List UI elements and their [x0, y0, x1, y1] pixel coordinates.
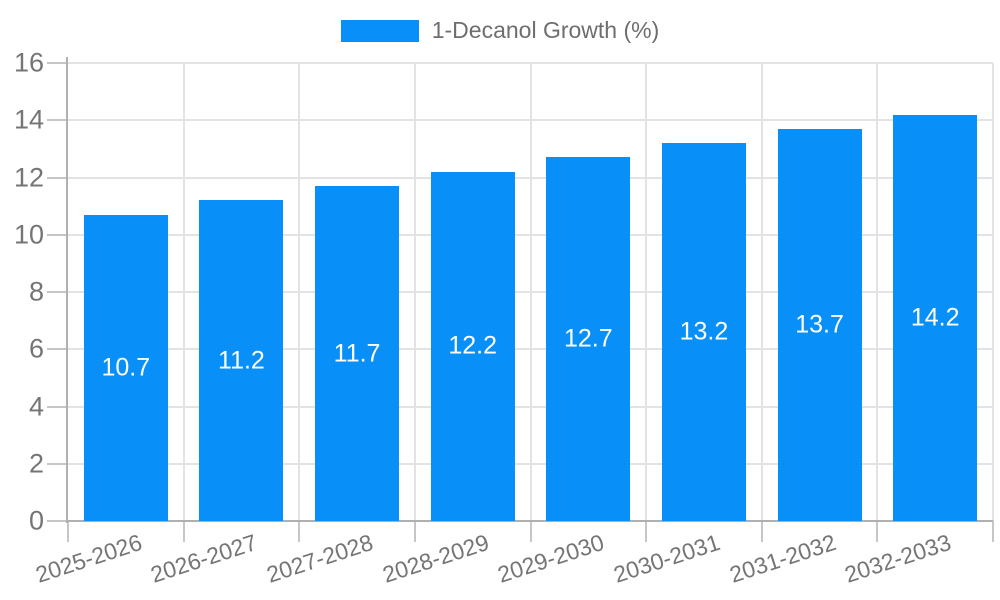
- bar[interactable]: [546, 157, 631, 521]
- y-axis-tick-label: 14: [13, 104, 44, 135]
- x-axis-tick: [182, 521, 185, 542]
- y-axis-tick-label: 4: [28, 391, 44, 421]
- x-axis-tick-label: 2030-2031: [610, 529, 723, 588]
- x-gridline: [876, 63, 879, 521]
- x-axis-tick-label: 2028-2029: [379, 529, 492, 588]
- bar[interactable]: [893, 114, 978, 521]
- x-gridline: [992, 63, 994, 521]
- x-axis-tick-label: 2029-2030: [494, 529, 608, 588]
- x-axis-tick: [645, 521, 648, 542]
- legend[interactable]: 1-Decanol Growth (%): [0, 17, 1000, 44]
- bar[interactable]: [83, 214, 168, 521]
- x-gridline: [298, 63, 301, 521]
- bar[interactable]: [199, 200, 284, 521]
- y-axis-tick-label: 0: [28, 505, 44, 536]
- x-gridline: [529, 63, 532, 521]
- y-axis-tick: [47, 176, 68, 179]
- y-axis-tick: [47, 405, 68, 408]
- y-axis-tick: [47, 62, 68, 64]
- x-axis-tick-label: 2026-2027: [147, 529, 261, 588]
- x-axis-tick-label: 2032-2033: [841, 529, 955, 588]
- x-axis-tick-label: 2025-2026: [32, 529, 145, 588]
- x-axis-tick: [760, 521, 763, 542]
- x-axis-tick: [992, 521, 994, 542]
- y-axis-tick-label: 6: [28, 333, 44, 364]
- y-axis-tick-label: 16: [13, 47, 44, 78]
- x-axis-tick: [67, 521, 69, 542]
- x-axis-tick: [298, 521, 301, 542]
- y-axis-tick: [47, 233, 68, 236]
- x-gridline: [182, 63, 185, 521]
- x-axis-tick-label: 2031-2032: [725, 529, 839, 588]
- x-axis-line: [66, 520, 993, 522]
- y-axis-tick-label: 8: [28, 276, 44, 307]
- y-axis-tick-label: 12: [13, 162, 44, 192]
- y-axis-tick: [47, 291, 68, 293]
- x-axis-tick: [876, 521, 879, 542]
- x-gridline: [413, 63, 416, 521]
- y-axis-tick-label: 10: [13, 219, 44, 250]
- legend-swatch: [340, 19, 419, 42]
- x-axis-tick-label: 2027-2028: [263, 529, 377, 588]
- y-axis-tick: [47, 462, 68, 465]
- y-axis-tick: [47, 119, 68, 122]
- x-gridline: [760, 63, 763, 521]
- y-axis-tick: [47, 348, 68, 351]
- y-axis-line: [66, 57, 68, 523]
- bar[interactable]: [777, 128, 862, 521]
- bar[interactable]: [661, 143, 746, 521]
- bar[interactable]: [430, 171, 515, 521]
- legend-label: 1-Decanol Growth (%): [431, 17, 660, 43]
- y-axis-tick-label: 2: [28, 448, 44, 479]
- bar[interactable]: [315, 186, 400, 521]
- x-axis-tick: [413, 521, 416, 542]
- x-axis-tick: [529, 521, 532, 542]
- y-axis-tick: [47, 520, 68, 522]
- x-gridline: [645, 63, 648, 521]
